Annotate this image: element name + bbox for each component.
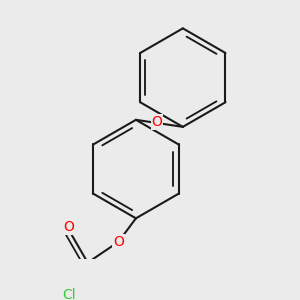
Text: Cl: Cl (62, 288, 76, 300)
Text: O: O (113, 235, 124, 249)
Text: O: O (152, 115, 163, 129)
Text: O: O (63, 220, 74, 234)
